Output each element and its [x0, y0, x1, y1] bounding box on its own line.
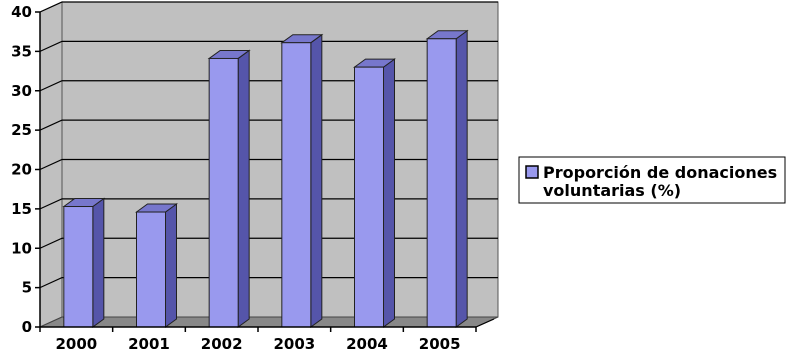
- y-tick-label-0: 0: [22, 318, 32, 336]
- bar-front-2001: [136, 211, 166, 328]
- legend-box: [518, 156, 786, 204]
- bar-2003: [280, 33, 324, 328]
- x-tick-label-2000: 2000: [55, 335, 97, 352]
- legend-label-line-2: voluntarias (%): [543, 181, 681, 200]
- bar-side-2004: [383, 58, 395, 328]
- bar-2005: [425, 29, 469, 328]
- bar-2000: [62, 197, 106, 328]
- gridline-30: [39, 80, 498, 92]
- bar-front-2005: [426, 38, 457, 328]
- x-tick-label-2005: 2005: [419, 335, 461, 352]
- y-tick-label-35: 35: [11, 42, 32, 60]
- bar-front-2000: [63, 206, 94, 328]
- legend: Proporción de donaciones voluntarias (%): [518, 156, 786, 204]
- x-tick-label-2004: 2004: [346, 335, 388, 352]
- bar-front-2002: [208, 57, 239, 328]
- bars: [62, 29, 469, 328]
- gridline-10: [39, 237, 498, 249]
- gridline-35: [39, 40, 498, 52]
- bar-side-2003: [310, 33, 323, 328]
- bar-side-2002: [237, 49, 250, 328]
- bar-side-2000: [92, 197, 105, 328]
- y-tick-label-15: 15: [11, 200, 32, 218]
- y-tick-label-25: 25: [11, 121, 32, 139]
- axes: [35, 11, 495, 332]
- bar-front-2004: [354, 66, 384, 328]
- y-tick-label-20: 20: [11, 161, 32, 179]
- x-tick-label-2001: 2001: [128, 335, 170, 352]
- gridline-40: [39, 1, 498, 13]
- gridlines: [39, 1, 498, 289]
- bar-2001: [134, 203, 179, 328]
- y-axis-tick-labels: 0 5 10 15 20 25 30 35 40: [11, 3, 32, 336]
- x-tick-label-2003: 2003: [273, 335, 315, 352]
- bar-side-2005: [455, 29, 468, 328]
- legend-label-line-1: Proporción de donaciones: [543, 163, 777, 182]
- bar-side-2001: [165, 203, 177, 328]
- bar-2002: [207, 49, 251, 328]
- x-tick-label-2002: 2002: [201, 335, 243, 352]
- x-axis-edge: [475, 318, 495, 328]
- gridline-25: [39, 119, 498, 131]
- y-tick-label-40: 40: [11, 3, 32, 21]
- gridline-20: [39, 158, 498, 171]
- legend-swatch: [525, 165, 539, 179]
- bar-2004: [352, 58, 397, 328]
- y-tick-label-5: 5: [22, 279, 32, 297]
- y-tick-label-10: 10: [11, 239, 32, 257]
- gridline-5: [39, 277, 498, 289]
- bar-front-2003: [281, 42, 312, 328]
- gridline-15: [39, 198, 498, 210]
- x-axis-tick-labels: 2000 2001 2002 2003 2004 2005: [55, 335, 460, 352]
- y-tick-label-30: 30: [11, 82, 32, 100]
